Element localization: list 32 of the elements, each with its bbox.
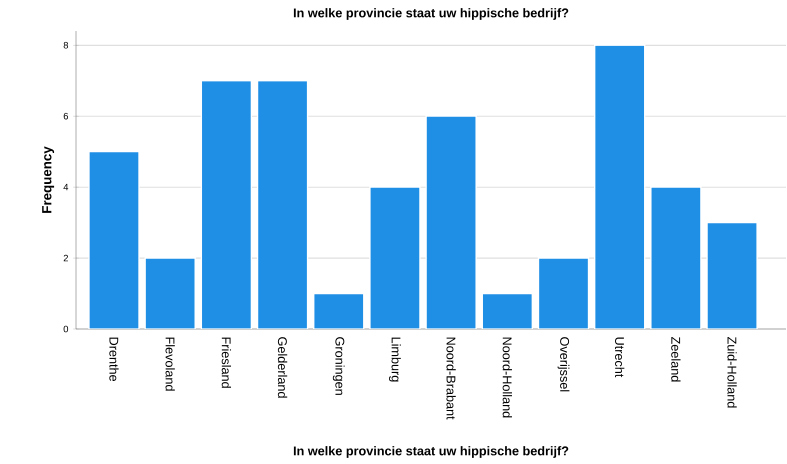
x-tick-label: Overijssel [558,337,570,392]
x-tick-label: Noord-Brabant [446,338,456,420]
bar [538,257,590,329]
bar [256,80,308,329]
x-tick-label: Friesland [222,338,232,388]
y-axis-title: Frequency [42,146,54,213]
bar [594,44,646,329]
chart-title: In welke provincie staat uw hippische bedrijf? [294,8,568,20]
x-tick-label: Flevoland [166,338,175,391]
bar [313,292,364,329]
bar [144,257,196,329]
x-tick-label: Zuid-Holland [727,336,737,408]
y-tick-label: 0 [64,326,68,332]
x-tick-label: Gelderland [278,337,288,398]
x-tick-label: Noord-Holland [502,338,512,418]
x-tick-label: Drenthe [109,338,119,382]
bar [369,186,421,329]
bar [482,292,533,329]
y-tick-label: 2 [64,254,68,262]
y-tick-label: 8 [64,42,68,48]
bar [706,222,758,329]
x-tick-label: Limburg [389,338,401,382]
x-tick-label: Zeeland [671,336,681,382]
bar [425,115,477,329]
x-tick-label: Utrecht [615,338,624,378]
bar [200,80,252,329]
x-axis-title: In welke provincie staat uw hippische bedrijf? [294,446,568,458]
x-tick-label: Groningen [332,337,345,395]
bar [88,150,140,329]
bar [650,186,702,329]
y-tick-label: 6 [64,112,68,120]
y-tick-label: 4 [63,184,68,190]
